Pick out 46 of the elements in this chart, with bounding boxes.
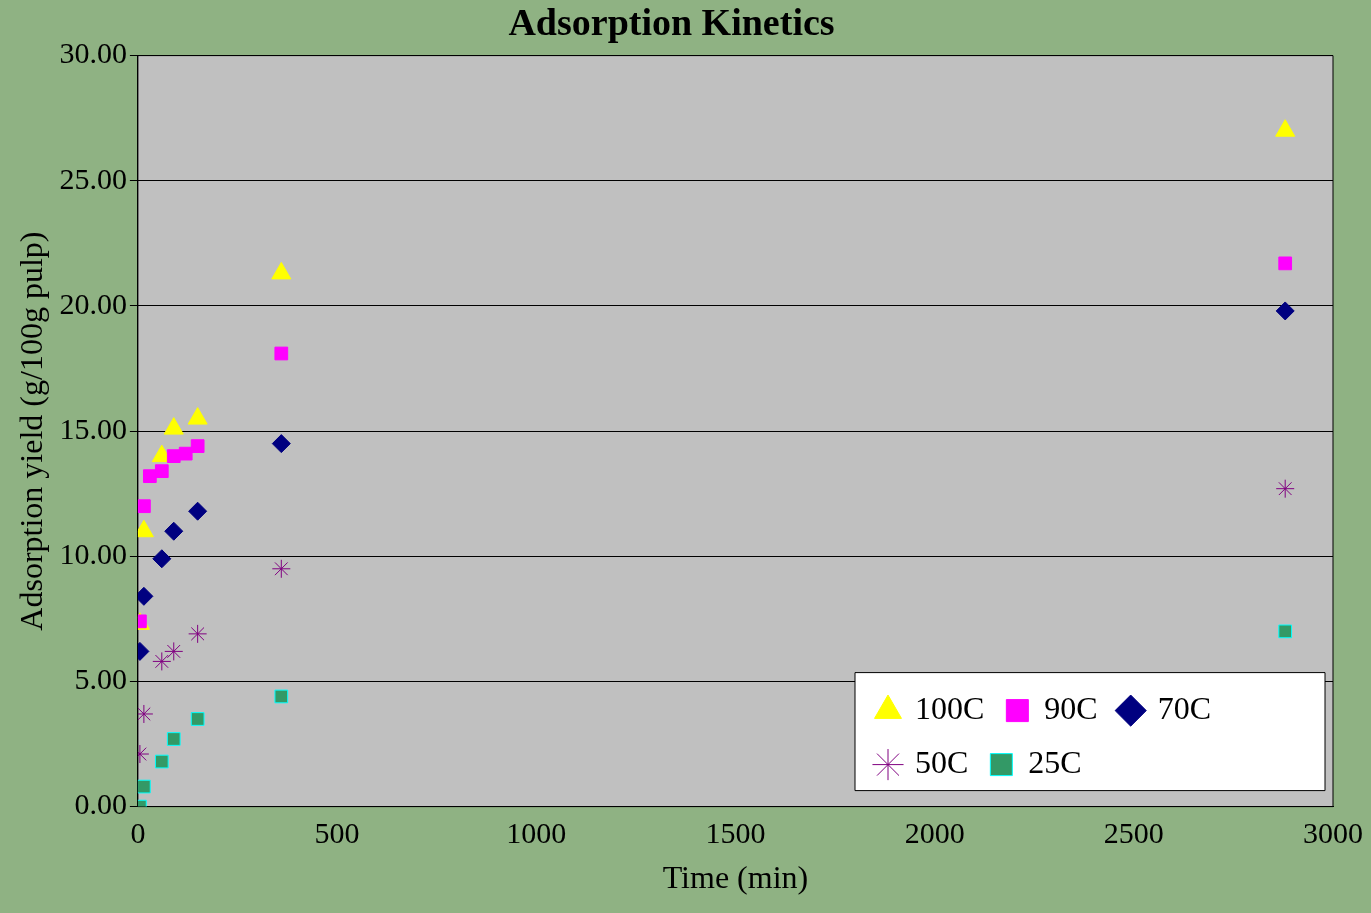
legend-label: 70C [1157,690,1212,727]
point [164,641,184,661]
y-tick-label: 30.00 [59,36,127,70]
y-tick-label: 20.00 [59,286,127,320]
point [190,712,205,726]
x-axis-title: Time (min) [662,859,809,896]
point [271,434,291,454]
x-tick-label: 500 [314,816,360,850]
y-tick-label: 5.00 [74,662,127,696]
point [274,346,289,361]
point [271,559,291,579]
legend-label: 90C [1044,690,1098,727]
point [1278,256,1293,271]
point [137,779,151,794]
y-tick-label: 25.00 [59,161,127,195]
legend-label: 50C [915,744,969,781]
x-tick-label: 3000 [1303,816,1363,850]
x-tick-label: 1500 [705,816,766,850]
legend-label: 25C [1028,744,1082,781]
legend-label: 100C [915,690,985,727]
point [188,624,208,644]
point [274,689,289,704]
x-tick-label: 1000 [506,816,567,850]
point [166,449,181,463]
point [154,464,169,479]
point [154,754,169,769]
point [152,651,172,671]
y-tick-label: 0.00 [74,787,127,821]
point [164,521,184,541]
point [142,469,157,484]
point [152,549,172,569]
point [166,732,181,746]
point [137,499,151,514]
chart-title: Adsorption Kinetics [508,0,835,43]
point [1275,479,1295,499]
point [188,501,208,521]
point [1275,301,1295,321]
point [190,439,205,453]
x-tick-label: 2500 [1103,816,1164,850]
point [1278,624,1293,639]
point [178,446,193,461]
x-tick-label: 2000 [904,816,965,850]
y-axis-title: Adsorption yield (g/100g pulp) [12,231,49,631]
y-tick-label: 10.00 [59,537,127,571]
x-tick-label: 0 [130,816,146,850]
y-tick-label: 15.00 [59,411,127,445]
